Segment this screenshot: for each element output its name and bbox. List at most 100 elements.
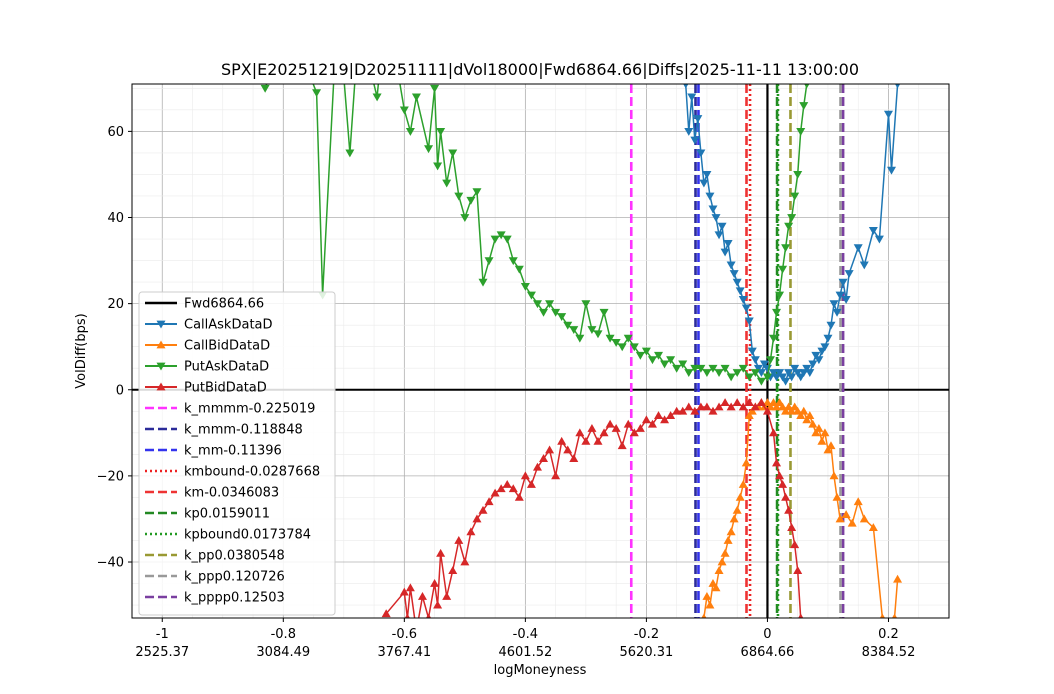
y-tick-label: 40 <box>107 211 124 226</box>
data-point-marker <box>887 166 897 175</box>
data-point-marker <box>684 369 694 378</box>
data-point-marker <box>790 364 800 373</box>
data-point-marker <box>732 278 742 287</box>
data-point-marker <box>684 402 694 411</box>
data-point-marker <box>826 321 836 330</box>
data-point-marker <box>454 192 464 201</box>
plot-frame <box>131 83 950 619</box>
data-point-marker <box>641 415 651 424</box>
data-point-marker <box>502 480 512 488</box>
x-tick-label: -0.8 <box>271 627 296 642</box>
data-point-marker <box>551 471 561 480</box>
data-point-marker <box>781 406 791 415</box>
x-tick-label: -0.2 <box>634 627 659 642</box>
data-point-marker <box>772 402 782 411</box>
data-point-marker <box>381 609 391 618</box>
data-point-marker <box>448 566 458 575</box>
data-point-marker <box>820 343 830 352</box>
data-point-marker <box>823 334 833 343</box>
data-point-marker <box>442 591 452 600</box>
data-point-marker <box>756 369 766 378</box>
data-point-marker <box>868 227 878 235</box>
data-point-marker <box>778 373 788 382</box>
data-point-marker <box>802 415 812 424</box>
data-point-marker <box>732 398 742 407</box>
series-PutAskDataD <box>260 84 810 386</box>
data-point-marker <box>532 462 542 471</box>
data-point-marker <box>678 406 688 415</box>
data-point-marker <box>775 471 785 480</box>
data-point-marker <box>808 419 818 428</box>
data-point-marker <box>814 424 824 432</box>
data-point-marker <box>417 591 427 600</box>
data-point-marker <box>312 89 322 98</box>
data-point-marker <box>260 84 270 93</box>
data-point-marker <box>641 347 651 356</box>
data-point-marker <box>448 149 458 158</box>
data-point-marker <box>714 231 724 240</box>
data-point-marker <box>599 308 609 317</box>
data-point-marker <box>778 265 788 274</box>
data-point-marker <box>156 340 166 349</box>
data-point-marker <box>759 360 769 369</box>
data-point-marker <box>820 428 830 437</box>
data-point-marker <box>835 514 845 523</box>
legend-entry: PutAskDataD <box>145 360 269 375</box>
legend-label: km-0.0346083 <box>184 486 279 501</box>
data-point-marker <box>433 600 443 609</box>
data-point-marker <box>454 535 464 544</box>
data-point-marker <box>756 377 766 386</box>
data-point-marker <box>526 480 536 488</box>
data-point-marker <box>787 373 797 382</box>
data-point-marker <box>424 145 434 154</box>
data-point-marker <box>756 398 766 407</box>
x-tick-sublabel: 3767.41 <box>377 645 431 660</box>
data-point-marker <box>832 308 842 317</box>
data-point-marker <box>460 557 470 566</box>
data-point-marker <box>804 84 810 89</box>
legend-label: CallBidDataD <box>184 339 270 354</box>
data-point-marker <box>729 514 739 523</box>
data-point-marker <box>666 411 676 419</box>
data-point-marker <box>629 343 639 352</box>
data-point-marker <box>793 171 803 179</box>
data-point-marker <box>587 424 597 432</box>
data-point-marker <box>605 419 615 428</box>
data-point-marker <box>690 406 700 415</box>
data-point-marker <box>696 364 706 373</box>
data-point-marker <box>575 428 585 437</box>
data-point-marker <box>738 295 748 304</box>
data-point-marker <box>787 214 797 222</box>
data-point-marker <box>841 510 851 519</box>
data-point-marker <box>514 265 524 274</box>
data-point-marker <box>672 364 682 373</box>
data-point-marker <box>702 171 712 179</box>
data-point-marker <box>747 406 757 415</box>
legend-label: k_pppp0.12503 <box>184 591 285 606</box>
chart-title: SPX|E20251219|D20251111|dVol18000|Fwd686… <box>221 60 859 79</box>
data-point-marker <box>708 364 718 373</box>
data-point-marker <box>884 669 893 677</box>
data-point-marker <box>768 369 778 378</box>
series-PutBidDataD <box>381 398 804 618</box>
data-point-marker <box>478 278 488 287</box>
legend-entry: Fwd6864.66 <box>145 297 264 312</box>
data-point-marker <box>708 205 718 214</box>
data-point-marker <box>702 369 712 378</box>
data-point-marker <box>156 362 166 371</box>
data-point-marker <box>841 295 851 304</box>
legend-label: CallAskDataD <box>184 318 273 333</box>
data-point-marker <box>593 436 603 445</box>
data-point-marker <box>768 428 778 437</box>
data-point-marker <box>823 445 833 454</box>
data-point-marker <box>436 127 446 136</box>
data-point-marker <box>762 373 772 382</box>
x-tick-sublabel: 5620.31 <box>620 645 674 660</box>
data-point-marker <box>557 313 567 322</box>
data-point-marker <box>778 480 788 488</box>
data-point-marker <box>868 523 878 531</box>
data-point-marker <box>859 261 869 270</box>
data-point-marker <box>490 235 500 244</box>
data-point-marker <box>784 222 794 231</box>
data-point-marker <box>711 583 721 592</box>
